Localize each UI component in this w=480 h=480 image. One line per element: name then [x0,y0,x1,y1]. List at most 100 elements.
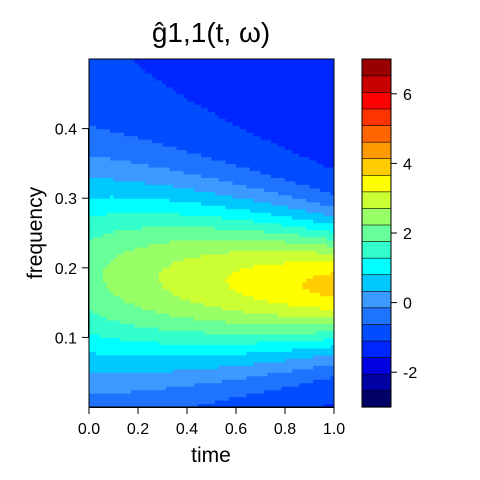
heatmap-cell [229,69,234,74]
heatmap-cell [215,156,220,161]
heatmap-cell [246,142,251,147]
heatmap-cell [131,114,136,119]
heatmap-cell [145,180,150,185]
heatmap-cell [138,330,143,335]
heatmap-cell [253,125,258,130]
heatmap-cell [215,372,220,377]
heatmap-cell [232,139,237,144]
heatmap-cell [183,246,188,251]
heatmap-cell [197,347,202,352]
heatmap-cell [239,173,244,178]
heatmap-cell [218,215,223,220]
heatmap-cell [113,180,118,185]
heatmap-cell [257,222,262,227]
heatmap-cell [103,382,108,387]
heatmap-cell [211,313,216,318]
heatmap-cell [169,132,174,137]
heatmap-cell [215,79,220,84]
heatmap-cell [190,125,195,130]
heatmap-cell [138,386,143,391]
heatmap-cell [236,146,241,151]
heatmap-cell [243,118,248,123]
heatmap-cell [257,236,262,241]
heatmap-cell [208,135,213,140]
heatmap-cell [120,177,125,182]
heatmap-cell [253,389,258,394]
heatmap-cell [92,212,97,217]
heatmap-cell [229,302,234,307]
heatmap-cell [201,111,206,116]
heatmap-cell [229,86,234,91]
heatmap-cell [183,330,188,335]
heatmap-cell [253,393,258,398]
heatmap-cell [148,236,153,241]
heatmap-cell [246,132,251,137]
heatmap-cell [106,163,111,168]
heatmap-cell [232,274,237,279]
heatmap-cell [131,59,136,64]
heatmap-cell [239,236,244,241]
heatmap-cell [243,142,248,147]
heatmap-cell [180,354,185,359]
heatmap-cell [106,368,111,373]
heatmap-cell [106,118,111,123]
heatmap-cell [145,302,150,307]
heatmap-cell [145,326,150,332]
heatmap-cell [250,361,255,366]
heatmap-cell [180,201,185,206]
heatmap-cell [124,351,129,356]
heatmap-cell [236,323,241,328]
heatmap-cell [183,69,188,74]
heatmap-cell [187,239,192,245]
heatmap-cell [106,142,111,147]
heatmap-cell [106,191,111,196]
heatmap-cell [89,320,94,325]
heatmap-cell [113,281,118,286]
heatmap-cell [236,274,241,279]
heatmap-cell [239,246,244,251]
heatmap-cell [110,333,115,338]
heatmap-cell [229,326,234,332]
heatmap-cell [148,107,153,112]
heatmap-cell [232,62,237,67]
heatmap-cell [211,354,216,359]
heatmap-cell [246,156,251,161]
heatmap-cell [208,264,213,269]
heatmap-cell [260,403,265,407]
heatmap-cell [236,215,241,220]
heatmap-cell [197,326,202,332]
heatmap-cell [148,274,153,279]
heatmap-cell [243,90,248,95]
heatmap-cell [194,309,199,314]
heatmap-cell [152,79,157,84]
heatmap-cell [190,250,195,255]
heatmap-cell [197,135,202,140]
heatmap-cell [138,128,143,133]
heatmap-cell [222,100,227,105]
heatmap-cell [187,250,192,255]
heatmap-cell [124,146,129,151]
heatmap-cell [134,309,139,314]
heatmap-cell [176,222,181,227]
heatmap-cell [215,125,220,130]
heatmap-cell [110,170,115,175]
heatmap-cell [96,86,101,91]
heatmap-cell [103,83,108,88]
heatmap-cell [225,69,230,74]
heatmap-cell [96,358,101,363]
heatmap-cell [113,72,118,77]
heatmap-cell [236,292,241,297]
heatmap-cell [253,347,258,352]
heatmap-cell [166,333,171,338]
heatmap-cell [250,111,255,116]
heatmap-cell [138,302,143,307]
heatmap-cell [232,403,237,407]
heatmap-cell [92,281,97,286]
heatmap-cell [211,226,216,231]
heatmap-cell [155,170,160,175]
heatmap-cell [190,226,195,231]
heatmap-cell [113,62,118,67]
heatmap-cell [187,149,192,154]
heatmap-cell [99,149,104,154]
heatmap-cell [183,90,188,95]
